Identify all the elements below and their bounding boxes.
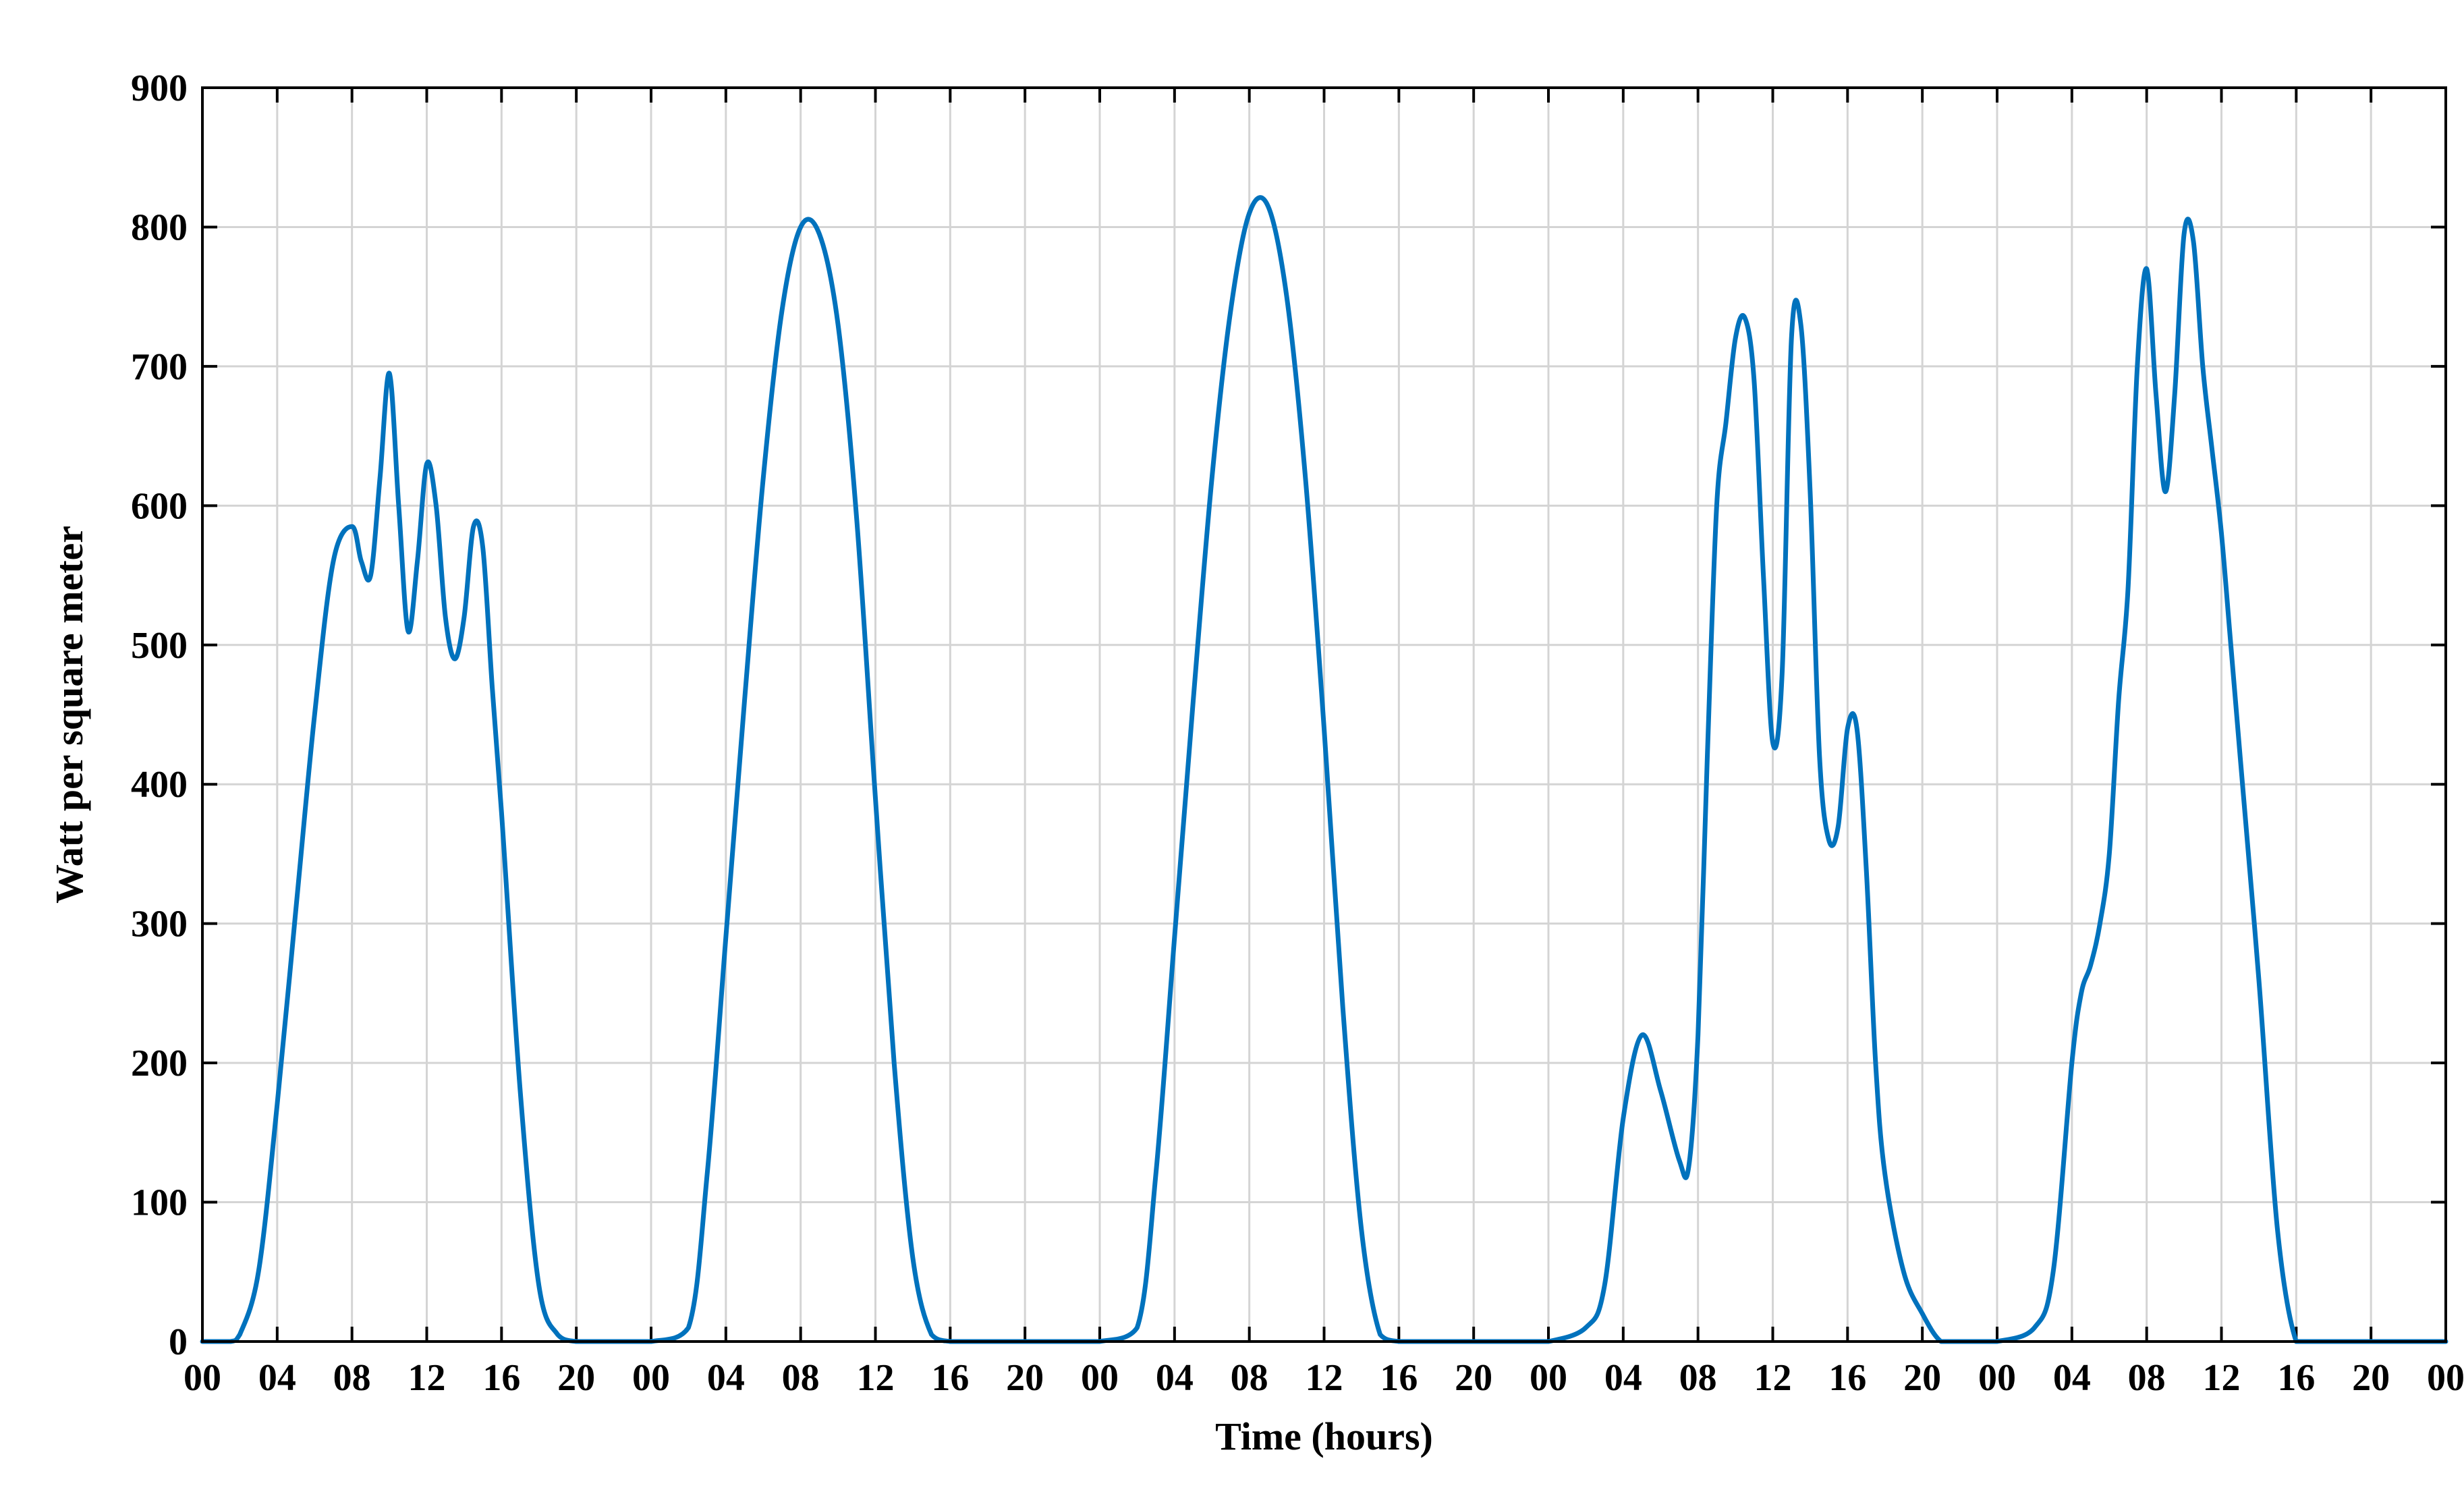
x-tick-label: 04 bbox=[2053, 1357, 2091, 1399]
x-tick-label: 12 bbox=[408, 1357, 446, 1399]
x-tick-label: 04 bbox=[1604, 1357, 1642, 1399]
x-tick-label: 00 bbox=[632, 1357, 670, 1399]
x-tick-label: 00 bbox=[1978, 1357, 2016, 1399]
y-tick-label: 300 bbox=[131, 904, 188, 945]
x-tick-label: 20 bbox=[1455, 1357, 1492, 1399]
y-tick-label: 600 bbox=[131, 485, 188, 527]
x-tick-label: 16 bbox=[1828, 1357, 1866, 1399]
x-tick-label: 00 bbox=[2427, 1357, 2464, 1399]
x-tick-label: 12 bbox=[1754, 1357, 1792, 1399]
y-tick-label: 100 bbox=[131, 1182, 188, 1224]
x-tick-label: 16 bbox=[482, 1357, 520, 1399]
x-tick-label: 00 bbox=[1081, 1357, 1119, 1399]
x-tick-label: 08 bbox=[333, 1357, 371, 1399]
y-tick-label: 0 bbox=[169, 1321, 188, 1363]
x-tick-label: 16 bbox=[2277, 1357, 2315, 1399]
x-tick-label: 00 bbox=[184, 1357, 221, 1399]
x-tick-label: 16 bbox=[931, 1357, 969, 1399]
x-tick-label: 08 bbox=[2128, 1357, 2166, 1399]
x-tick-label: 04 bbox=[1156, 1357, 1194, 1399]
x-tick-label: 20 bbox=[1903, 1357, 1941, 1399]
grid-lines bbox=[202, 88, 2446, 1342]
y-tick-label: 500 bbox=[131, 625, 188, 667]
x-tick-label: 04 bbox=[258, 1357, 296, 1399]
plot-frame bbox=[201, 86, 2447, 1343]
x-tick-label: 12 bbox=[1306, 1357, 1343, 1399]
x-tick-label: 00 bbox=[1530, 1357, 1567, 1399]
y-tick-label: 700 bbox=[131, 346, 188, 388]
x-tick-label: 20 bbox=[2352, 1357, 2390, 1399]
y-axis-title: Watt per square meter bbox=[47, 526, 91, 904]
x-tick-label: 04 bbox=[707, 1357, 745, 1399]
x-tick-label: 20 bbox=[557, 1357, 595, 1399]
y-tick-label: 800 bbox=[131, 206, 188, 248]
x-tick-label: 08 bbox=[782, 1357, 820, 1399]
y-tick-label: 400 bbox=[131, 764, 188, 806]
x-axis-title: Time (hours) bbox=[1215, 1414, 1433, 1458]
x-tick-labels: 00 04 08 12 16 20 00 04 08 12 16 20 00 04 08 12 16 20 00 04… bbox=[184, 1357, 2464, 1399]
x-tick-label: 16 bbox=[1380, 1357, 1418, 1399]
y-tick-label: 900 bbox=[131, 67, 188, 109]
x-tick-label: 12 bbox=[857, 1357, 895, 1399]
x-tick-label: 08 bbox=[1231, 1357, 1268, 1399]
y-tick-label: 200 bbox=[131, 1043, 188, 1084]
x-tick-label: 08 bbox=[1679, 1357, 1717, 1399]
x-tick-label: 20 bbox=[1006, 1357, 1044, 1399]
x-tick-label: 12 bbox=[2203, 1357, 2241, 1399]
y-tick-labels: 0 100 200 300 400 500 600 700 800 900 bbox=[131, 67, 188, 1363]
